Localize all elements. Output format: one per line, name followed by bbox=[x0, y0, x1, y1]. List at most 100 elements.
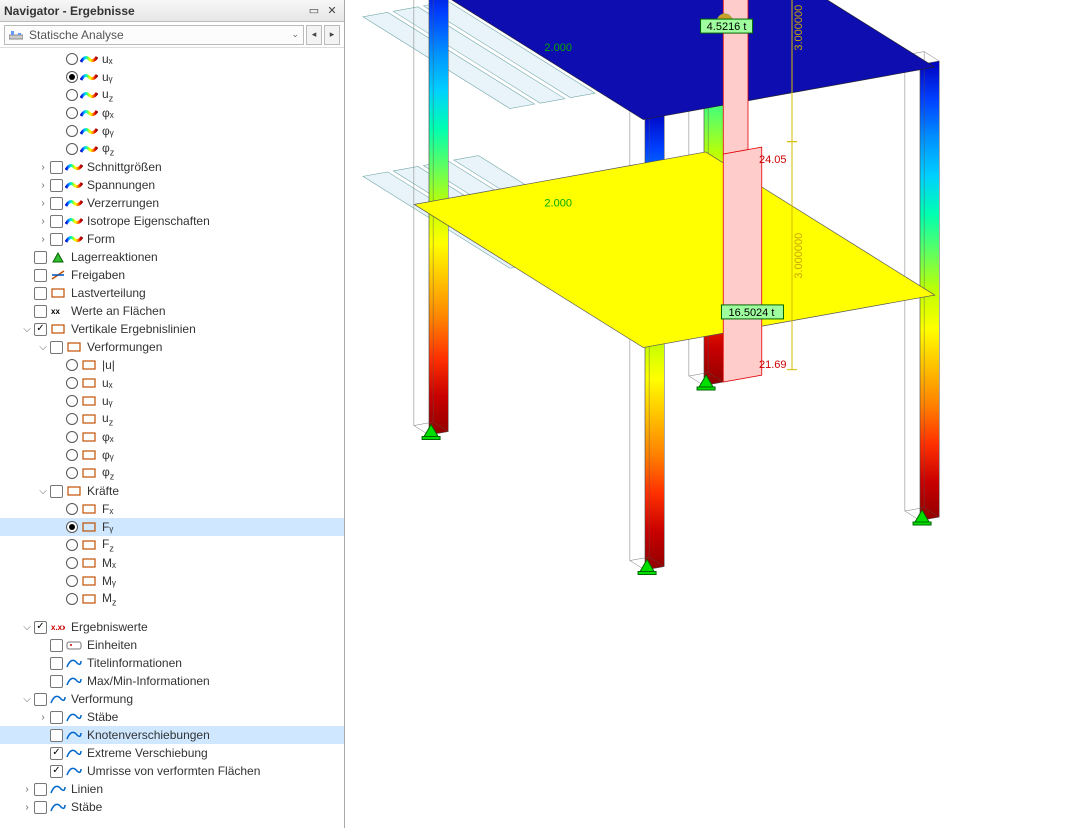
tree-item[interactable]: ⌵Kräfte bbox=[0, 482, 344, 500]
expand-icon[interactable]: › bbox=[36, 234, 50, 245]
checkbox[interactable] bbox=[50, 161, 63, 174]
radio[interactable] bbox=[66, 431, 78, 443]
expand-icon[interactable]: › bbox=[36, 162, 50, 173]
tree-item[interactable]: uz bbox=[0, 410, 344, 428]
radio[interactable] bbox=[66, 377, 78, 389]
checkbox[interactable] bbox=[34, 323, 47, 336]
tree-item[interactable]: Max/Min-Informationen bbox=[0, 672, 344, 690]
collapse-icon[interactable]: ⌵ bbox=[20, 622, 34, 633]
tree-item[interactable]: ⌵x.xxErgebniswerte bbox=[0, 618, 344, 636]
radio[interactable] bbox=[66, 575, 78, 587]
tree-item[interactable]: Einheiten bbox=[0, 636, 344, 654]
tree-item[interactable]: |u| bbox=[0, 356, 344, 374]
tree-item[interactable]: Knotenverschiebungen bbox=[0, 726, 344, 744]
analysis-next-button[interactable]: ▸ bbox=[324, 25, 340, 45]
checkbox[interactable] bbox=[50, 729, 63, 742]
checkbox[interactable] bbox=[50, 675, 63, 688]
radio[interactable] bbox=[66, 107, 78, 119]
checkbox[interactable] bbox=[34, 269, 47, 282]
checkbox[interactable] bbox=[50, 341, 63, 354]
expand-icon[interactable]: › bbox=[36, 712, 50, 723]
tree-item[interactable]: Mₓ bbox=[0, 554, 344, 572]
checkbox[interactable] bbox=[34, 621, 47, 634]
tree-item[interactable]: Mz bbox=[0, 590, 344, 608]
collapse-icon[interactable]: ⌵ bbox=[20, 324, 34, 335]
tree-item[interactable]: ›Linien bbox=[0, 780, 344, 798]
tree-item[interactable]: Fz bbox=[0, 536, 344, 554]
expand-icon[interactable]: › bbox=[20, 784, 34, 795]
tree-item[interactable]: Lastverteilung bbox=[0, 284, 344, 302]
radio[interactable] bbox=[66, 503, 78, 515]
tree-item[interactable]: uz bbox=[0, 86, 344, 104]
checkbox[interactable] bbox=[34, 801, 47, 814]
tree-item[interactable]: ›Stäbe bbox=[0, 708, 344, 726]
tree-item[interactable]: φz bbox=[0, 140, 344, 158]
tree-item[interactable]: ›Spannungen bbox=[0, 176, 344, 194]
tree-item[interactable]: ⌵Vertikale Ergebnislinien bbox=[0, 320, 344, 338]
analysis-prev-button[interactable]: ◂ bbox=[306, 25, 322, 45]
tree-item[interactable]: ›Verzerrungen bbox=[0, 194, 344, 212]
radio[interactable] bbox=[66, 89, 78, 101]
dock-icon[interactable]: ▭ bbox=[306, 3, 322, 19]
tree-item[interactable]: Umrisse von verformten Flächen bbox=[0, 762, 344, 780]
checkbox[interactable] bbox=[50, 711, 63, 724]
radio[interactable] bbox=[66, 125, 78, 137]
checkbox[interactable] bbox=[50, 233, 63, 246]
tree-item[interactable]: ›Form bbox=[0, 230, 344, 248]
collapse-icon[interactable]: ⌵ bbox=[36, 342, 50, 353]
checkbox[interactable] bbox=[50, 765, 63, 778]
model-viewport[interactable]: 8.294.5216 t16.5024 t11.9924.0521.692.00… bbox=[345, 0, 1074, 828]
close-icon[interactable]: ✕ bbox=[324, 3, 340, 19]
tree-item[interactable]: uᵧ bbox=[0, 392, 344, 410]
analysis-dropdown[interactable]: Statische Analyse ⌄ bbox=[4, 25, 304, 45]
tree-item[interactable]: Mᵧ bbox=[0, 572, 344, 590]
radio[interactable] bbox=[66, 557, 78, 569]
expand-icon[interactable]: › bbox=[36, 180, 50, 191]
tree-item[interactable]: xxWerte an Flächen bbox=[0, 302, 344, 320]
checkbox[interactable] bbox=[50, 747, 63, 760]
tree-item[interactable]: Fₓ bbox=[0, 500, 344, 518]
checkbox[interactable] bbox=[34, 287, 47, 300]
expand-icon[interactable]: › bbox=[20, 802, 34, 813]
tree-item[interactable]: φᵧ bbox=[0, 446, 344, 464]
tree-item[interactable]: ⌵Verformung bbox=[0, 690, 344, 708]
radio[interactable] bbox=[66, 53, 78, 65]
checkbox[interactable] bbox=[34, 251, 47, 264]
results-tree[interactable]: uₓuᵧuzφₓφᵧφz›Schnittgrößen›Spannungen›Ve… bbox=[0, 48, 344, 828]
checkbox[interactable] bbox=[50, 215, 63, 228]
checkbox[interactable] bbox=[50, 179, 63, 192]
tree-item[interactable]: uₓ bbox=[0, 374, 344, 392]
tree-item[interactable]: Titelinformationen bbox=[0, 654, 344, 672]
checkbox[interactable] bbox=[34, 783, 47, 796]
checkbox[interactable] bbox=[50, 197, 63, 210]
radio[interactable] bbox=[66, 359, 78, 371]
checkbox[interactable] bbox=[50, 485, 63, 498]
radio[interactable] bbox=[66, 143, 78, 155]
checkbox[interactable] bbox=[34, 693, 47, 706]
tree-item[interactable]: ›Schnittgrößen bbox=[0, 158, 344, 176]
tree-item[interactable]: φᵧ bbox=[0, 122, 344, 140]
tree-item[interactable]: ›Isotrope Eigenschaften bbox=[0, 212, 344, 230]
radio[interactable] bbox=[66, 521, 78, 533]
tree-item[interactable]: uₓ bbox=[0, 50, 344, 68]
tree-item[interactable]: uᵧ bbox=[0, 68, 344, 86]
checkbox[interactable] bbox=[50, 639, 63, 652]
radio[interactable] bbox=[66, 593, 78, 605]
radio[interactable] bbox=[66, 449, 78, 461]
tree-item[interactable]: Extreme Verschiebung bbox=[0, 744, 344, 762]
tree-item[interactable]: ›Stäbe bbox=[0, 798, 344, 816]
checkbox[interactable] bbox=[34, 305, 47, 318]
tree-item[interactable]: Fᵧ bbox=[0, 518, 344, 536]
tree-item[interactable]: φₓ bbox=[0, 428, 344, 446]
tree-item[interactable]: φₓ bbox=[0, 104, 344, 122]
radio[interactable] bbox=[66, 539, 78, 551]
collapse-icon[interactable]: ⌵ bbox=[20, 694, 34, 705]
expand-icon[interactable]: › bbox=[36, 216, 50, 227]
radio[interactable] bbox=[66, 395, 78, 407]
collapse-icon[interactable]: ⌵ bbox=[36, 486, 50, 497]
tree-item[interactable]: ⌵Verformungen bbox=[0, 338, 344, 356]
expand-icon[interactable]: › bbox=[36, 198, 50, 209]
radio[interactable] bbox=[66, 467, 78, 479]
tree-item[interactable]: Lagerreaktionen bbox=[0, 248, 344, 266]
tree-item[interactable]: φz bbox=[0, 464, 344, 482]
